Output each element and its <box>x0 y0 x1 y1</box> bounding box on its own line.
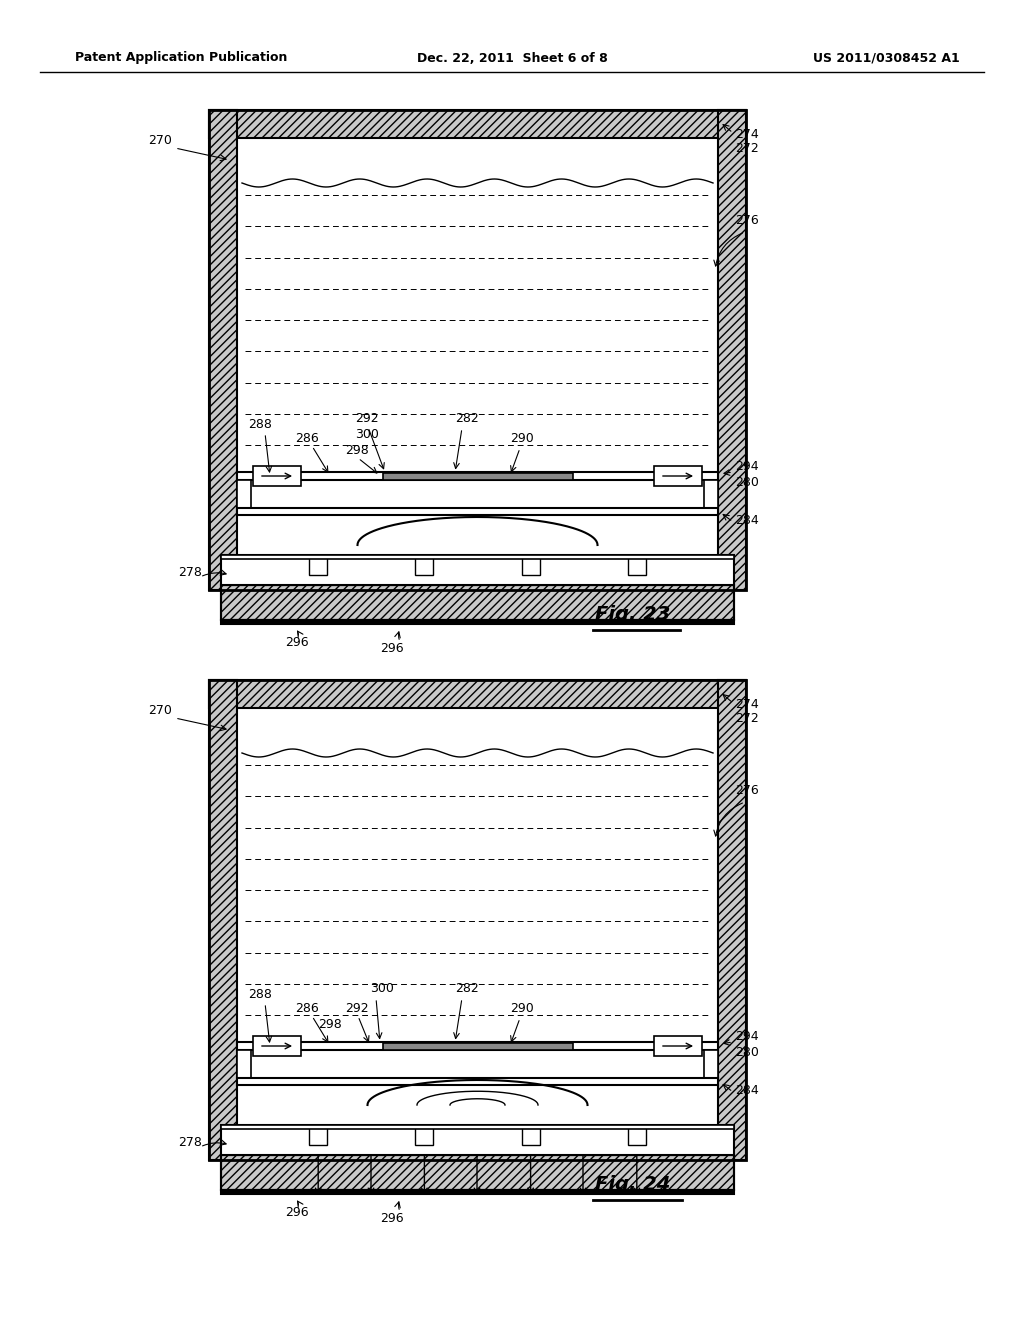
Text: 270: 270 <box>148 133 172 147</box>
Bar <box>628 557 646 576</box>
Text: 272: 272 <box>735 141 759 154</box>
Bar <box>209 680 746 708</box>
Bar <box>221 585 734 620</box>
Bar <box>718 110 746 590</box>
Text: US 2011/0308452 A1: US 2011/0308452 A1 <box>813 51 961 65</box>
Bar <box>718 680 746 1160</box>
Bar <box>521 557 540 576</box>
Bar <box>237 508 718 515</box>
Bar <box>221 585 734 620</box>
Text: 288: 288 <box>248 417 272 430</box>
Text: 296: 296 <box>285 635 308 648</box>
Text: 300: 300 <box>370 982 394 994</box>
Bar <box>237 1078 718 1085</box>
Text: Fig. 23: Fig. 23 <box>595 606 671 624</box>
Bar <box>209 110 746 139</box>
Text: 296: 296 <box>380 642 403 655</box>
Bar <box>221 554 734 585</box>
Text: 292: 292 <box>345 1002 369 1015</box>
Text: 270: 270 <box>148 704 172 717</box>
Text: 280: 280 <box>735 475 759 488</box>
Text: 282: 282 <box>455 412 479 425</box>
Text: 294: 294 <box>735 461 759 474</box>
Bar <box>416 557 433 576</box>
Bar <box>705 1049 718 1078</box>
Text: 296: 296 <box>380 1212 403 1225</box>
Text: 296: 296 <box>285 1205 308 1218</box>
Text: 288: 288 <box>248 987 272 1001</box>
Text: 290: 290 <box>510 432 534 445</box>
Bar <box>705 480 718 508</box>
Text: 276: 276 <box>735 784 759 796</box>
Bar <box>221 1155 734 1191</box>
Bar <box>237 1041 718 1049</box>
Text: 286: 286 <box>295 1002 318 1015</box>
Bar <box>221 1191 734 1195</box>
Bar <box>628 1127 646 1144</box>
Bar <box>221 1155 734 1191</box>
Text: 282: 282 <box>455 982 479 994</box>
Text: 278: 278 <box>178 1137 202 1150</box>
Text: 274: 274 <box>735 128 759 141</box>
Text: 278: 278 <box>178 566 202 579</box>
Bar <box>383 473 572 479</box>
Text: 294: 294 <box>735 1031 759 1044</box>
Bar <box>209 680 746 1160</box>
Bar <box>221 1125 734 1155</box>
Bar <box>221 1125 734 1129</box>
Bar <box>209 680 237 1160</box>
Bar <box>309 557 328 576</box>
Bar <box>654 1036 702 1056</box>
Bar <box>654 466 702 486</box>
Bar <box>237 480 251 508</box>
Bar <box>383 1043 572 1049</box>
Bar <box>253 1036 301 1056</box>
Text: Dec. 22, 2011  Sheet 6 of 8: Dec. 22, 2011 Sheet 6 of 8 <box>417 51 607 65</box>
Bar <box>521 1127 540 1144</box>
Bar <box>237 139 718 590</box>
Text: Patent Application Publication: Patent Application Publication <box>75 51 288 65</box>
Bar <box>237 1049 251 1078</box>
Text: 298: 298 <box>345 445 369 458</box>
Text: 286: 286 <box>295 432 318 445</box>
Bar <box>237 473 718 480</box>
Text: 300: 300 <box>355 428 379 441</box>
Text: 284: 284 <box>735 1084 759 1097</box>
Text: 272: 272 <box>735 711 759 725</box>
Bar <box>209 110 746 590</box>
Text: Fig. 24: Fig. 24 <box>595 1176 671 1195</box>
Text: 290: 290 <box>510 1002 534 1015</box>
Text: 298: 298 <box>318 1018 342 1031</box>
Bar <box>416 1127 433 1144</box>
Bar <box>221 554 734 558</box>
Bar <box>221 620 734 624</box>
Bar <box>209 110 237 590</box>
Bar <box>309 1127 328 1144</box>
Text: 284: 284 <box>735 513 759 527</box>
Text: 274: 274 <box>735 698 759 711</box>
Text: 280: 280 <box>735 1045 759 1059</box>
Bar <box>253 466 301 486</box>
Text: 292: 292 <box>355 412 379 425</box>
Text: 276: 276 <box>735 214 759 227</box>
Bar <box>237 708 718 1160</box>
